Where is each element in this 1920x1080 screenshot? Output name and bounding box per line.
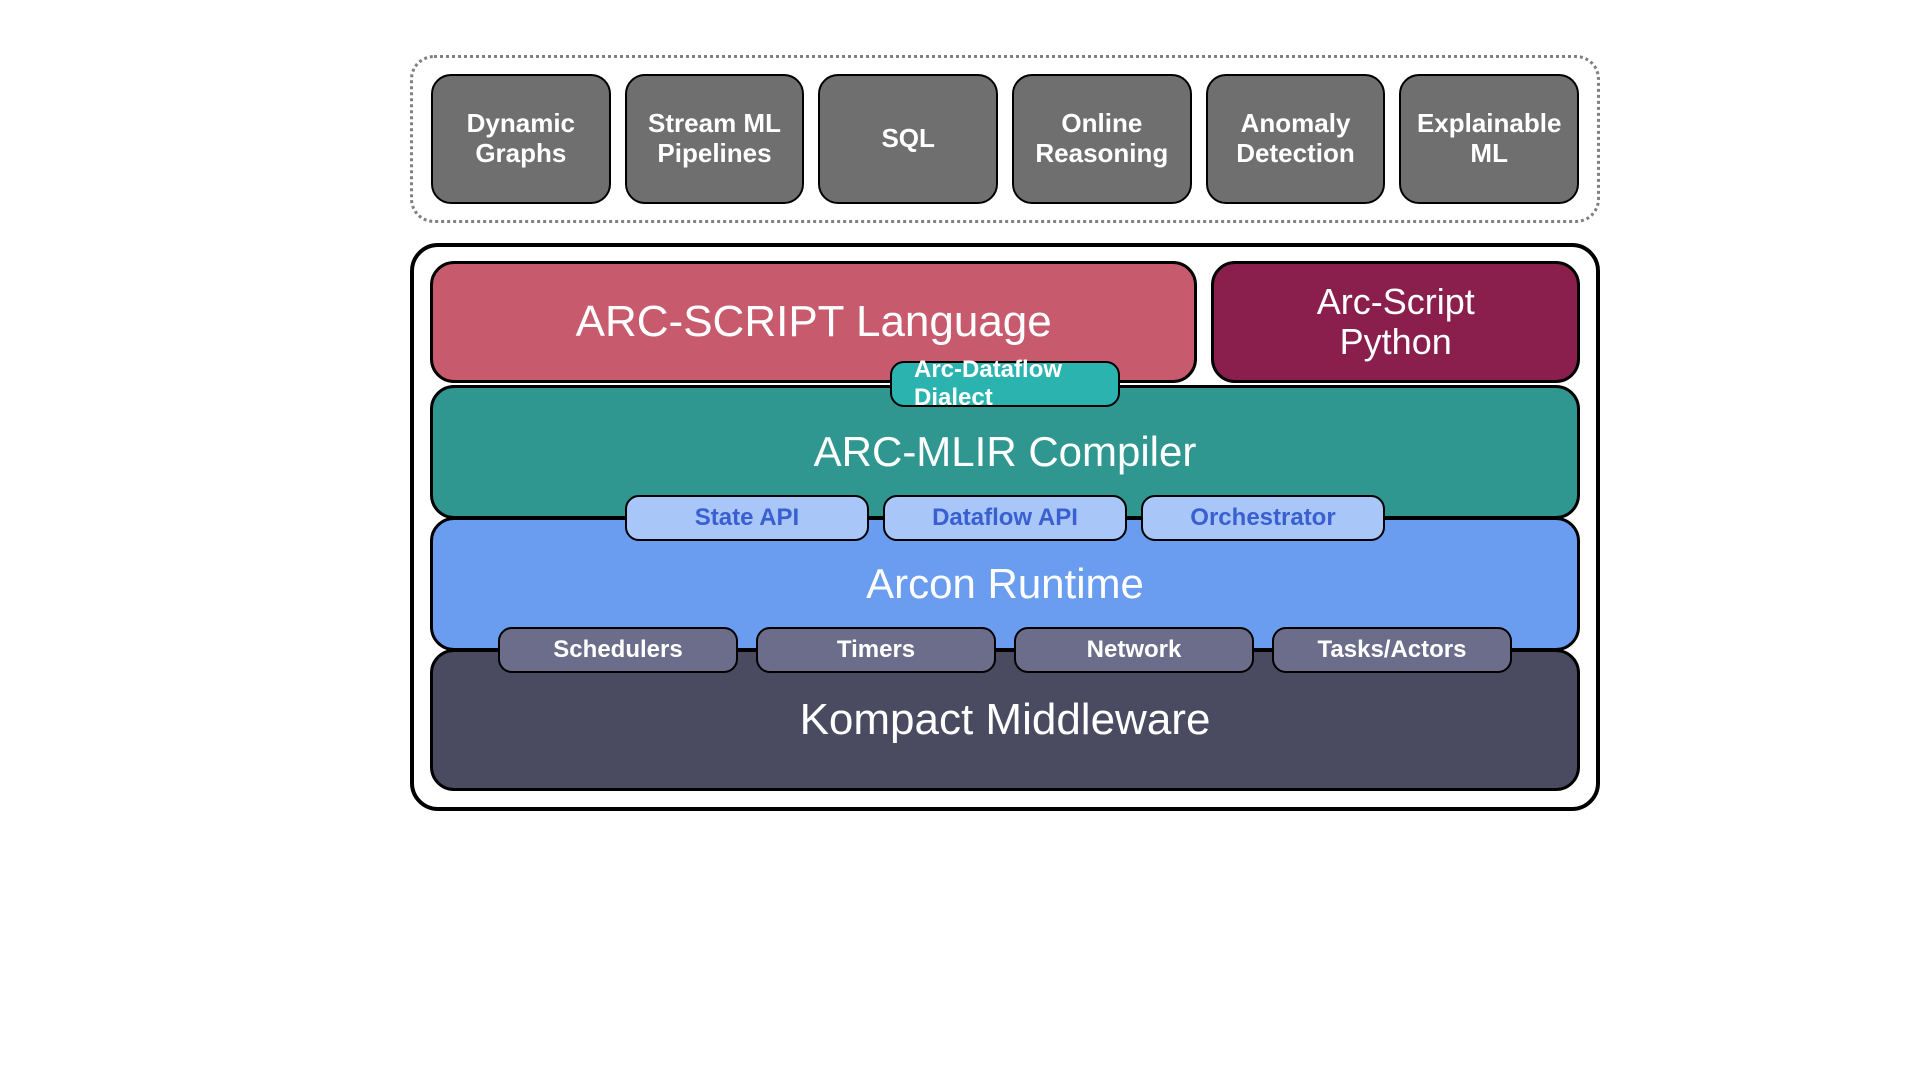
- schedulers-chip: Schedulers: [498, 627, 738, 673]
- tasks-actors-chip: Tasks/Actors: [1272, 627, 1512, 673]
- dialect-chip-row: Arc-Dataflow Dialect: [430, 361, 1580, 407]
- use-case-online-reasoning: OnlineReasoning: [1012, 74, 1192, 204]
- use-case-dynamic-graphs: DynamicGraphs: [431, 74, 611, 204]
- stack-container: ARC-SCRIPT Language Arc-ScriptPython Arc…: [410, 243, 1600, 811]
- orchestrator-chip: Orchestrator: [1141, 495, 1385, 541]
- timers-chip: Timers: [756, 627, 996, 673]
- use-case-sql: SQL: [818, 74, 998, 204]
- state-api-chip: State API: [625, 495, 869, 541]
- arc-dataflow-dialect-chip: Arc-Dataflow Dialect: [890, 361, 1120, 407]
- use-case-explainable-ml: ExplainableML: [1399, 74, 1579, 204]
- network-chip: Network: [1014, 627, 1254, 673]
- use-case-anomaly-detection: AnomalyDetection: [1206, 74, 1386, 204]
- middleware-chip-row: Schedulers Timers Network Tasks/Actors: [430, 627, 1580, 673]
- architecture-diagram: DynamicGraphs Stream MLPipelines SQL Onl…: [410, 55, 1600, 811]
- use-case-stream-ml: Stream MLPipelines: [625, 74, 805, 204]
- api-chip-row: State API Dataflow API Orchestrator: [430, 495, 1580, 541]
- dataflow-api-chip: Dataflow API: [883, 495, 1127, 541]
- use-cases-container: DynamicGraphs Stream MLPipelines SQL Onl…: [410, 55, 1600, 223]
